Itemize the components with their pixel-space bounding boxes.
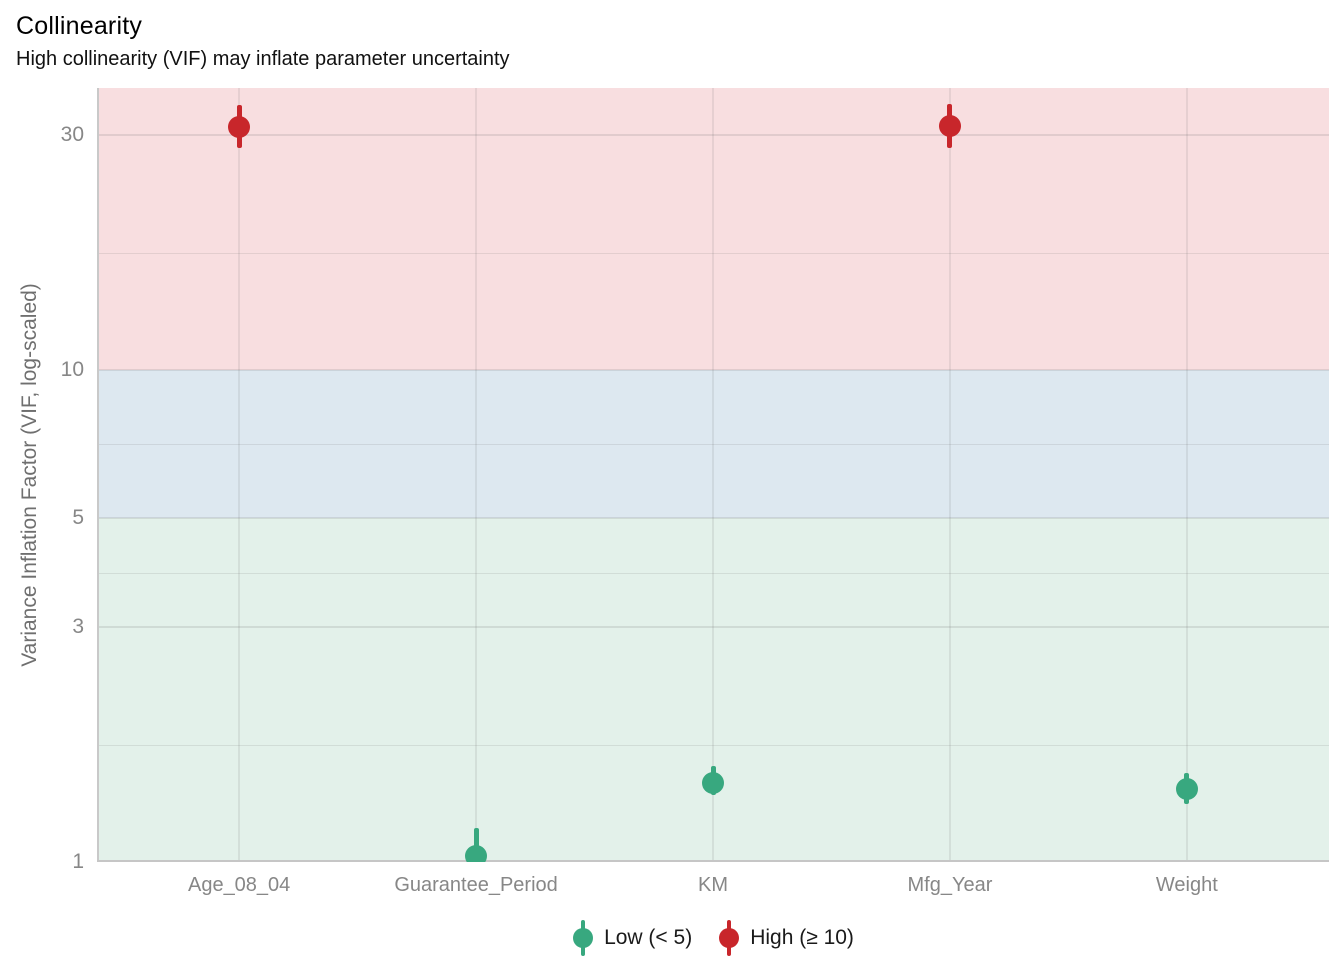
chart-title: Collinearity xyxy=(16,12,143,40)
legend-pointrange-icon xyxy=(718,918,740,958)
x-tick-label: Age_08_04 xyxy=(187,874,291,896)
point-age-08-04 xyxy=(228,116,251,139)
y-gridline-minor xyxy=(97,572,1329,574)
x-axis-line xyxy=(97,860,1329,862)
point-guarantee-period xyxy=(465,844,488,862)
y-tick-label: 1 xyxy=(72,850,84,873)
vif-high-band xyxy=(97,88,1329,370)
x-gridline xyxy=(712,88,714,862)
x-tick-label: KM xyxy=(698,874,728,896)
point-weight xyxy=(1175,777,1198,800)
y-gridline-major xyxy=(97,134,1329,137)
chart-subtitle: High collinearity (VIF) may inflate para… xyxy=(16,48,510,70)
y-gridline-major xyxy=(97,368,1329,371)
x-gridline xyxy=(948,88,951,862)
y-gridline-minor xyxy=(97,744,1329,746)
y-tick-label: 3 xyxy=(72,615,84,639)
legend-item-high: High (≥ 10) xyxy=(718,918,854,958)
legend: Low (< 5) High (≥ 10) xyxy=(97,916,1329,960)
y-gridline-minor xyxy=(97,443,1329,445)
plot-panel xyxy=(97,88,1329,862)
vif-mid-band xyxy=(97,369,1329,519)
x-tick-label: Weight xyxy=(1155,874,1218,896)
point-mfg-year xyxy=(938,115,961,138)
y-gridline-minor xyxy=(97,252,1329,254)
y-tick-label: 5 xyxy=(72,506,84,530)
legend-pointrange-icon xyxy=(572,918,594,958)
legend-item-low: Low (< 5) xyxy=(572,918,692,958)
point-km xyxy=(702,771,724,794)
y-axis-title: Variance Inflation Factor (VIF, log-scal… xyxy=(18,283,41,667)
x-tick-label: Guarantee_Period xyxy=(394,874,558,896)
legend-label: Low (< 5) xyxy=(604,926,693,949)
y-gridline-major xyxy=(97,517,1329,520)
legend-label: High (≥ 10) xyxy=(750,926,854,949)
y-tick-label: 10 xyxy=(60,357,84,381)
x-gridline xyxy=(1185,88,1188,862)
x-tick-label: Mfg_Year xyxy=(907,874,993,896)
legend-glyph-dot xyxy=(719,928,740,948)
x-gridline xyxy=(475,88,478,862)
y-tick-label: 30 xyxy=(60,123,84,147)
x-gridline xyxy=(238,88,241,862)
legend-glyph-dot xyxy=(573,928,594,948)
y-axis-line xyxy=(97,88,99,862)
y-gridline-major xyxy=(97,626,1329,629)
vif-low-band xyxy=(97,518,1329,862)
